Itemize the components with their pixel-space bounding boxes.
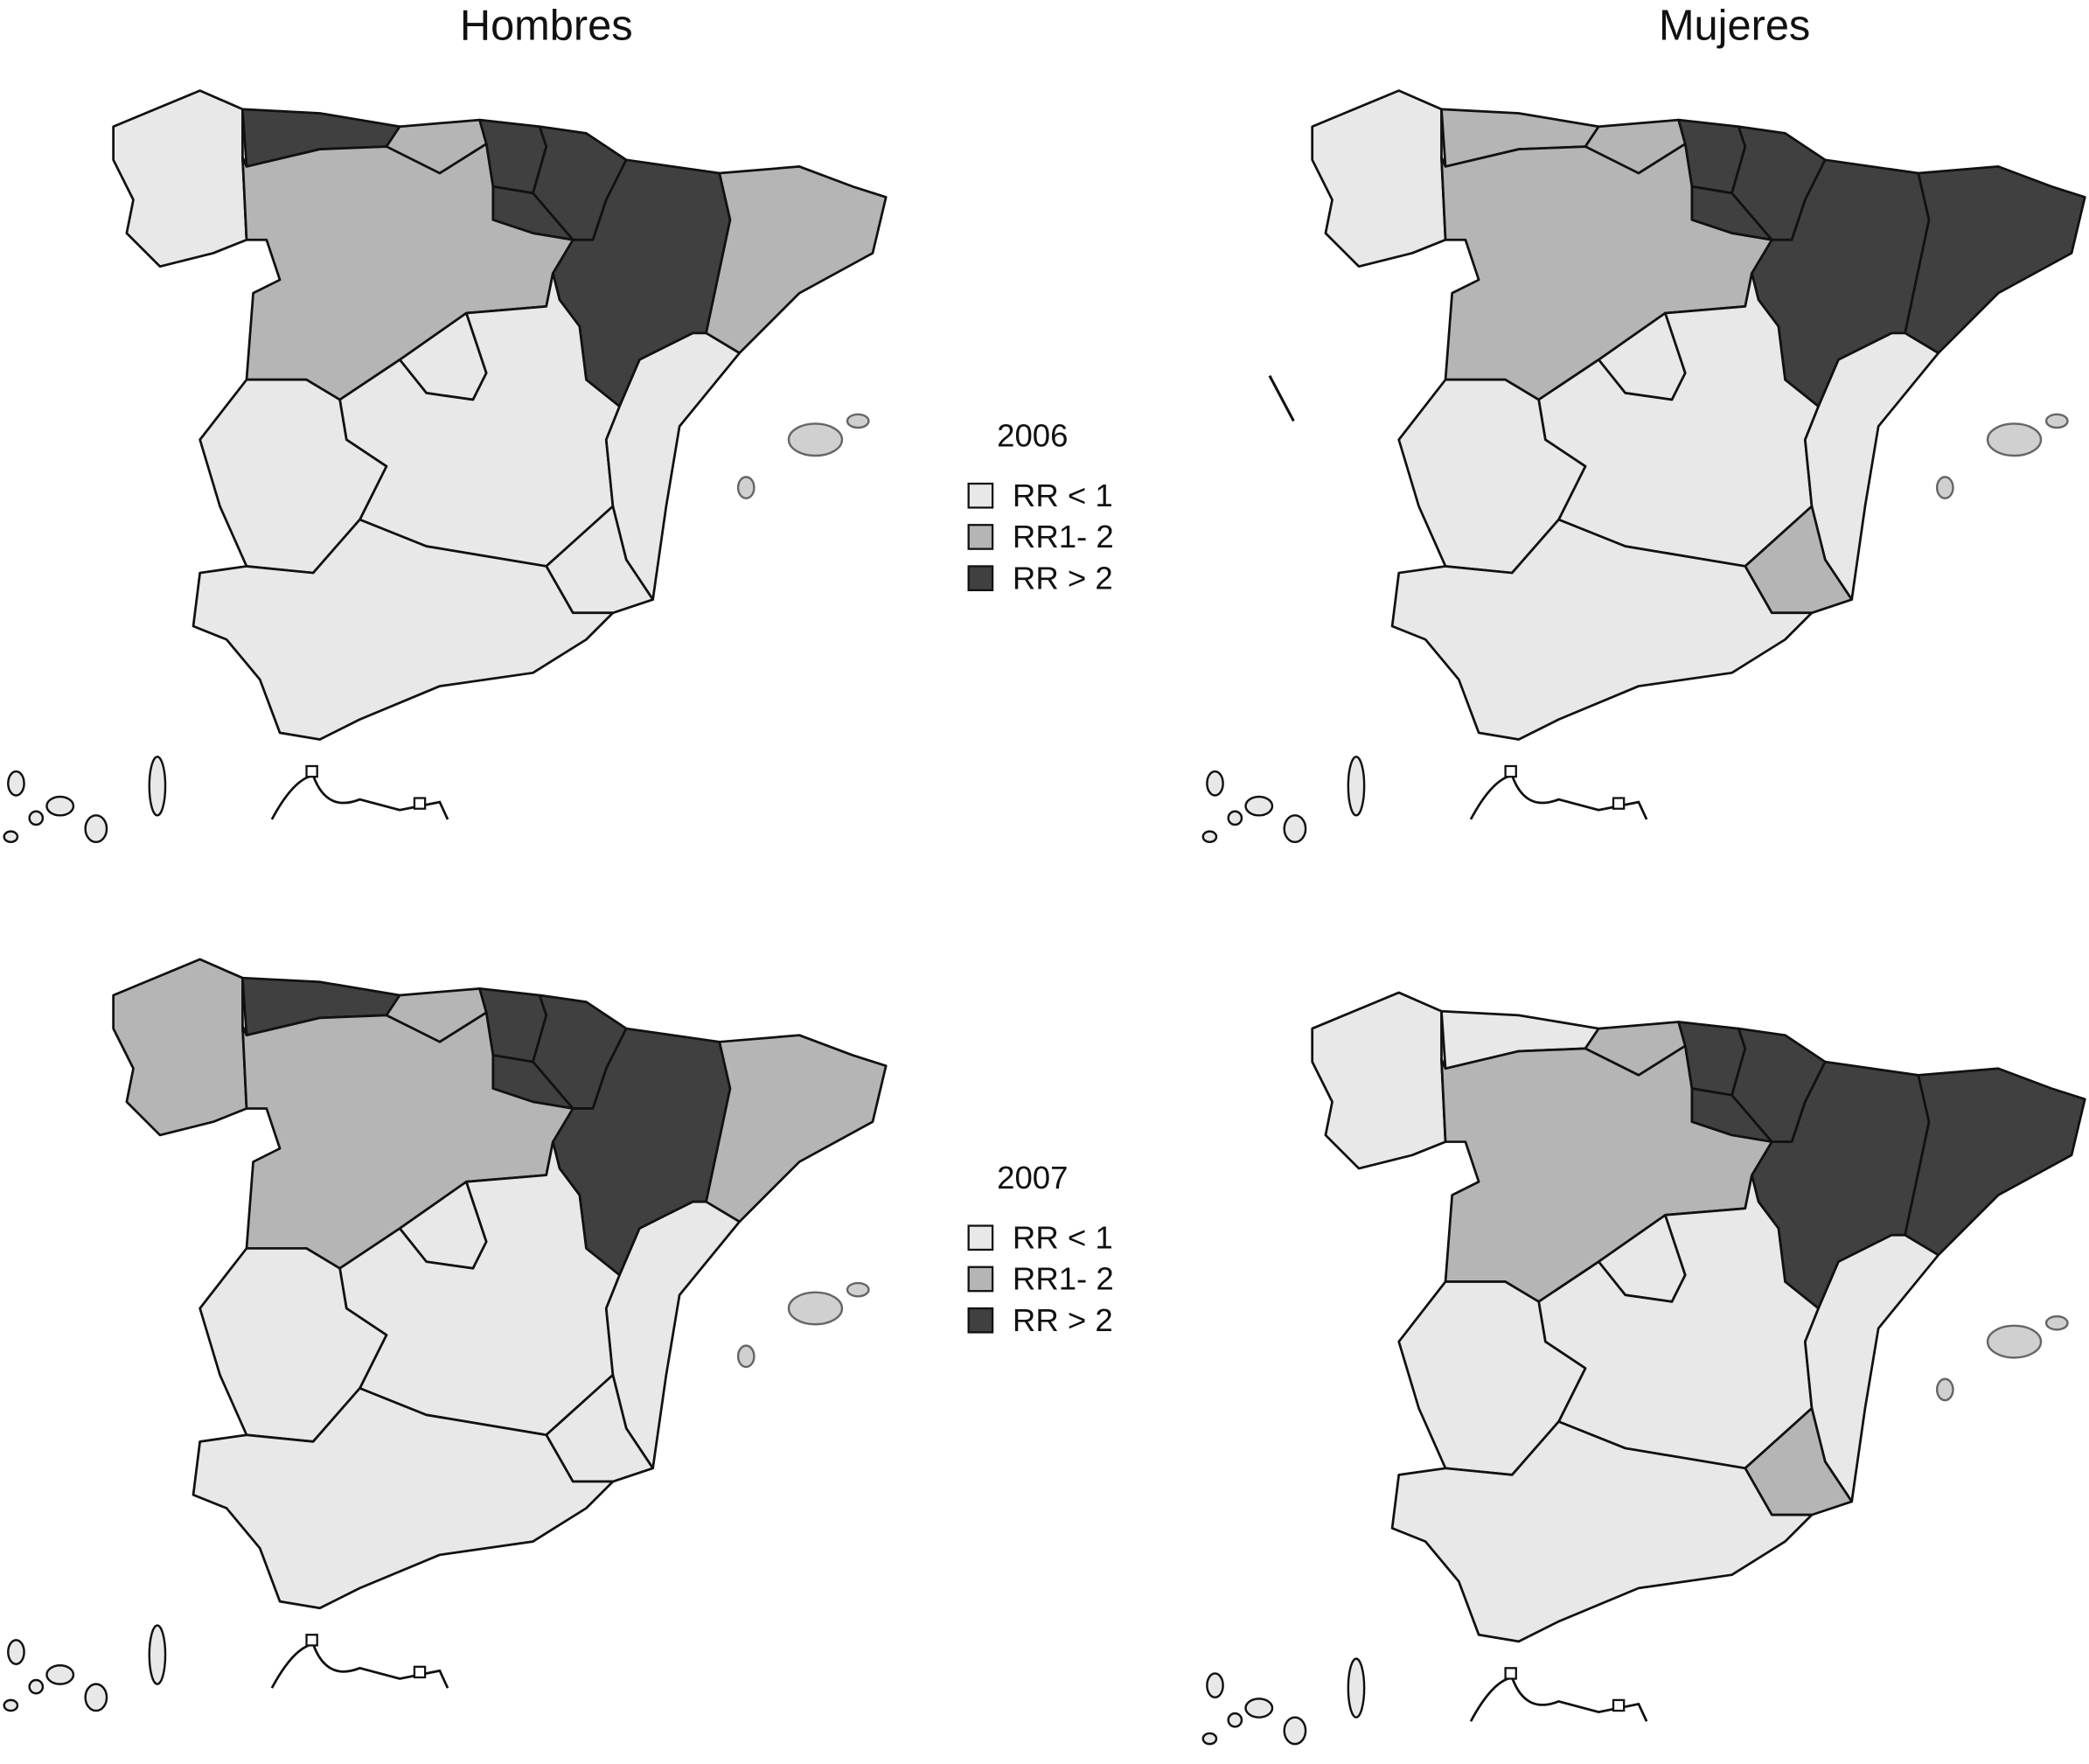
region (1390, 518, 1814, 741)
island (1227, 1712, 1243, 1728)
enclave (413, 1665, 427, 1679)
legends: 2006 RR < 1 RR1- 2 RR > 2 2007 RR < 1 RR1- 2 RR… (967, 417, 1114, 1338)
region (1390, 1420, 1814, 1643)
region (705, 1034, 888, 1224)
maps (3, 89, 2086, 1746)
column-title: Mujeres (1659, 3, 1810, 50)
map (3, 89, 888, 844)
coast-line (1469, 1676, 1648, 1722)
island (1935, 1377, 1954, 1402)
island (1986, 422, 2043, 457)
column-title: Hombres (460, 3, 633, 50)
map (1201, 991, 2086, 1746)
enclave (413, 797, 427, 810)
legend-year: 2007 (997, 1160, 1068, 1196)
island (1244, 795, 1274, 817)
island (1986, 1324, 2043, 1359)
island (1201, 1732, 1218, 1746)
legend-label: RR > 2 (1013, 1302, 1113, 1338)
island (3, 830, 19, 844)
coast-line (270, 774, 449, 820)
map (3, 958, 888, 1712)
region (1803, 1233, 1940, 1503)
coast-line (270, 1642, 449, 1689)
region (1311, 89, 1447, 268)
region (604, 1200, 742, 1470)
island (1935, 476, 1954, 499)
island (787, 422, 844, 457)
legend-label: RR1- 2 (1013, 519, 1114, 554)
island (736, 1344, 756, 1369)
region (191, 518, 615, 741)
legend-swatch (967, 1307, 994, 1334)
island (3, 1698, 19, 1712)
island (45, 1664, 75, 1685)
region (604, 331, 742, 601)
enclave (1612, 797, 1626, 810)
enclave (1504, 1667, 1517, 1680)
region (1904, 165, 2086, 355)
enclave (1612, 1698, 1626, 1712)
legend-swatch (967, 1224, 994, 1252)
island (846, 413, 870, 429)
island (2044, 413, 2069, 429)
island (1244, 1698, 1274, 1719)
region (191, 1387, 615, 1610)
region (705, 165, 888, 355)
island (1201, 830, 1218, 844)
region (1803, 331, 1940, 601)
coast-line (1469, 774, 1648, 820)
legend-year: 2006 (997, 417, 1068, 453)
enclave (1504, 764, 1517, 778)
region (112, 89, 248, 268)
legend-swatch (967, 565, 994, 592)
legend-label: RR < 1 (1013, 1219, 1113, 1255)
legend-label: RR1- 2 (1013, 1261, 1114, 1297)
enclave (305, 764, 318, 778)
island (1347, 1657, 1366, 1719)
island (1206, 1672, 1224, 1699)
island (28, 810, 45, 826)
region (1311, 991, 1447, 1170)
island (148, 1624, 167, 1685)
map (1201, 89, 2086, 844)
region (1904, 1067, 2086, 1257)
island (28, 1678, 45, 1695)
island (7, 1639, 25, 1665)
island (1347, 756, 1366, 817)
legend-swatch (967, 524, 994, 550)
legend-label: RR < 1 (1013, 478, 1113, 513)
island (787, 1291, 844, 1326)
island (1283, 814, 1307, 844)
island (148, 756, 167, 817)
enclave (305, 1634, 318, 1647)
island (846, 1281, 870, 1298)
island (736, 476, 756, 499)
island (2044, 1314, 2069, 1331)
island (45, 795, 75, 817)
legend-label: RR > 2 (1013, 560, 1113, 596)
legend-swatch (967, 1265, 994, 1293)
island (1227, 810, 1243, 826)
island (84, 1683, 108, 1712)
island (1283, 1716, 1307, 1746)
legend-swatch (967, 482, 994, 509)
stray-line (1268, 374, 1295, 422)
island (1206, 770, 1224, 797)
island (84, 814, 108, 844)
region (112, 958, 248, 1137)
island (7, 770, 25, 797)
